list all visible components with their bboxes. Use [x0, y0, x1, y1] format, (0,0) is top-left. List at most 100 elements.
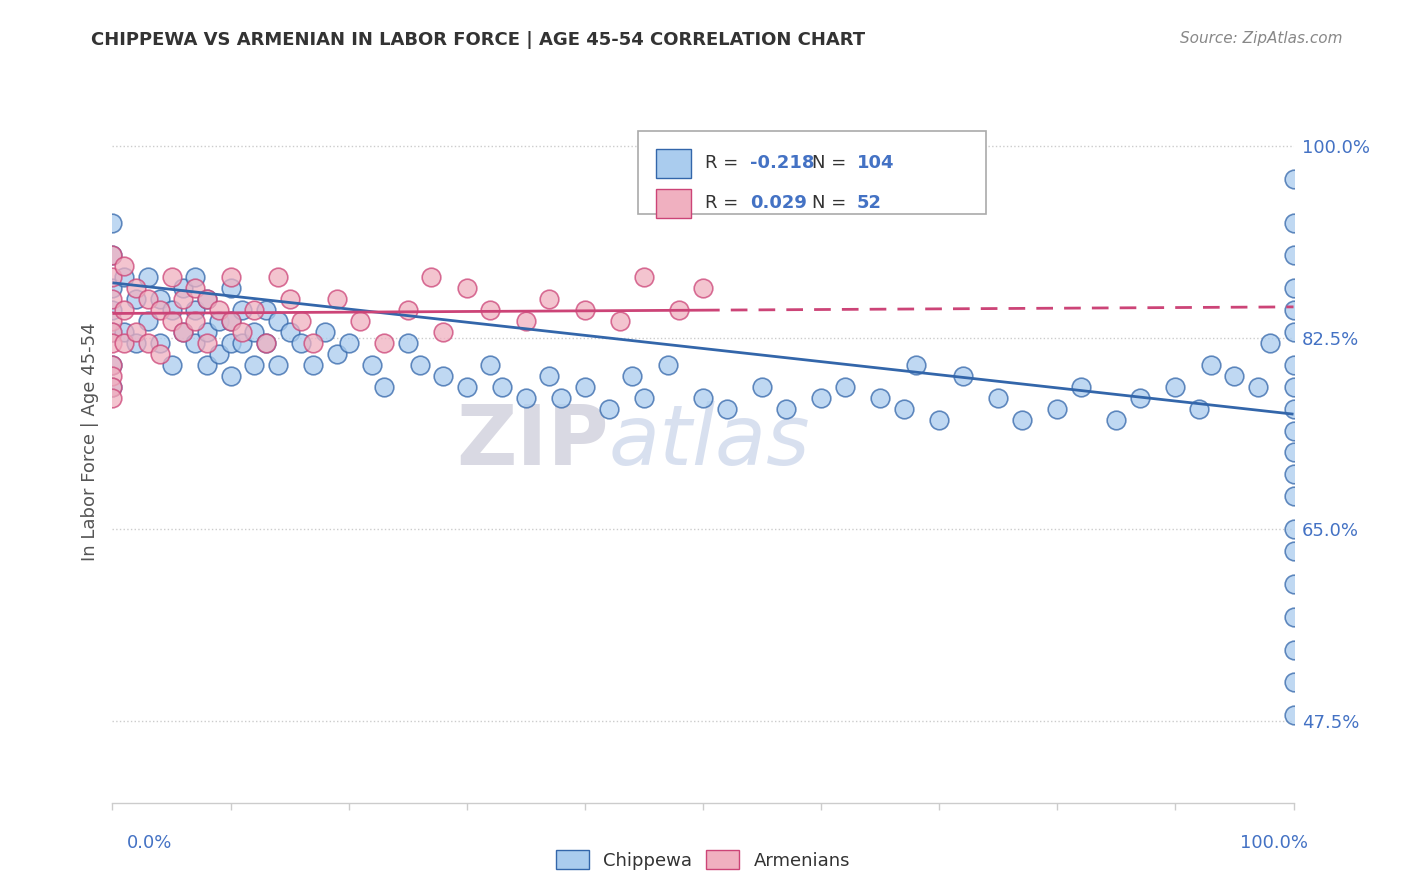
- Point: [1105, 412, 1128, 426]
- Text: 104: 104: [856, 154, 894, 172]
- Point: [775, 401, 797, 416]
- Point: [184, 303, 207, 318]
- Point: [1070, 380, 1092, 394]
- Point: [149, 336, 172, 351]
- Text: 0.029: 0.029: [751, 194, 807, 212]
- Point: [479, 358, 502, 372]
- Point: [657, 358, 679, 372]
- Point: [243, 358, 266, 372]
- Point: [1046, 401, 1069, 416]
- Point: [1011, 412, 1033, 426]
- Point: [1282, 489, 1305, 503]
- Point: [1282, 325, 1305, 339]
- Point: [621, 368, 644, 383]
- Text: N =: N =: [811, 194, 852, 212]
- FancyBboxPatch shape: [655, 189, 692, 218]
- Point: [515, 391, 537, 405]
- Point: [231, 303, 253, 318]
- Point: [125, 325, 148, 339]
- Point: [267, 270, 290, 285]
- Point: [219, 336, 242, 351]
- Point: [101, 380, 124, 394]
- Point: [278, 292, 301, 306]
- Point: [1282, 467, 1305, 482]
- Point: [1282, 642, 1305, 657]
- Point: [101, 292, 124, 306]
- Point: [408, 358, 430, 372]
- Point: [987, 391, 1010, 405]
- Point: [231, 336, 253, 351]
- Point: [491, 380, 513, 394]
- Point: [208, 314, 231, 328]
- Point: [337, 336, 360, 351]
- Point: [692, 281, 714, 295]
- Point: [136, 292, 159, 306]
- Point: [1282, 609, 1305, 624]
- Point: [1282, 577, 1305, 591]
- Point: [208, 347, 231, 361]
- Point: [751, 380, 773, 394]
- Point: [574, 380, 596, 394]
- Point: [373, 336, 395, 351]
- Point: [125, 281, 148, 295]
- Point: [219, 314, 242, 328]
- Point: [184, 270, 207, 285]
- Text: R =: R =: [706, 154, 744, 172]
- Point: [302, 336, 325, 351]
- Point: [904, 358, 927, 372]
- Point: [550, 391, 572, 405]
- Point: [267, 314, 290, 328]
- Point: [1282, 358, 1305, 372]
- Point: [834, 380, 856, 394]
- Point: [112, 260, 135, 274]
- Point: [101, 358, 124, 372]
- Point: [1199, 358, 1222, 372]
- Point: [302, 358, 325, 372]
- FancyBboxPatch shape: [638, 131, 987, 214]
- Point: [928, 412, 950, 426]
- Point: [160, 314, 183, 328]
- Text: -0.218: -0.218: [751, 154, 814, 172]
- Point: [243, 303, 266, 318]
- Point: [101, 368, 124, 383]
- Point: [101, 248, 124, 262]
- Point: [219, 314, 242, 328]
- Point: [432, 325, 454, 339]
- Point: [1223, 368, 1246, 383]
- Point: [149, 292, 172, 306]
- Point: [1247, 380, 1270, 394]
- Point: [267, 358, 290, 372]
- Point: [101, 380, 124, 394]
- Point: [254, 336, 277, 351]
- Point: [101, 270, 124, 285]
- Point: [373, 380, 395, 394]
- Point: [314, 325, 336, 339]
- Point: [184, 281, 207, 295]
- Point: [1282, 522, 1305, 536]
- Point: [290, 336, 312, 351]
- Point: [278, 325, 301, 339]
- Point: [326, 292, 349, 306]
- Point: [172, 325, 194, 339]
- Point: [112, 336, 135, 351]
- Point: [160, 270, 183, 285]
- Point: [456, 281, 478, 295]
- Point: [160, 358, 183, 372]
- Text: R =: R =: [706, 194, 744, 212]
- Point: [1282, 424, 1305, 438]
- FancyBboxPatch shape: [655, 149, 692, 178]
- Point: [184, 314, 207, 328]
- Point: [136, 314, 159, 328]
- Point: [219, 281, 242, 295]
- Point: [112, 325, 135, 339]
- Point: [479, 303, 502, 318]
- Text: CHIPPEWA VS ARMENIAN IN LABOR FORCE | AGE 45-54 CORRELATION CHART: CHIPPEWA VS ARMENIAN IN LABOR FORCE | AG…: [91, 31, 866, 49]
- Y-axis label: In Labor Force | Age 45-54: In Labor Force | Age 45-54: [80, 322, 98, 561]
- Point: [149, 347, 172, 361]
- Point: [574, 303, 596, 318]
- Point: [432, 368, 454, 383]
- Point: [101, 216, 124, 230]
- Point: [456, 380, 478, 394]
- Point: [195, 358, 218, 372]
- Point: [420, 270, 443, 285]
